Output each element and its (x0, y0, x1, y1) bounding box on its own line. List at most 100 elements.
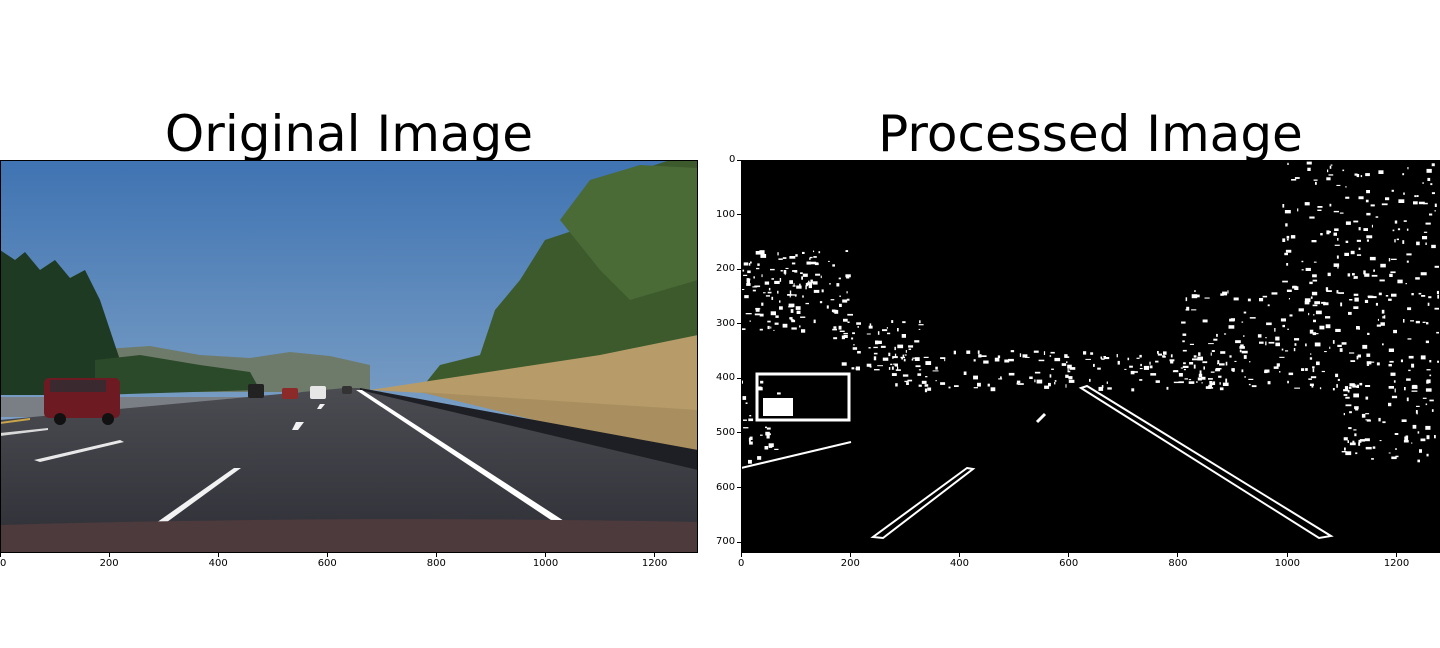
lane-dash-edge (1035, 412, 1047, 424)
edge-speck (755, 307, 760, 312)
edge-speck (1376, 324, 1381, 327)
yellow-edge-line (0, 418, 30, 424)
edge-speck (1054, 380, 1057, 382)
edge-speck (1219, 387, 1224, 391)
edge-speck (1243, 355, 1247, 359)
edge-speck (813, 250, 815, 253)
edge-speck (1259, 298, 1264, 302)
edge-speckle (741, 161, 1440, 464)
edge-speck (1281, 348, 1284, 351)
edge-speck (906, 382, 909, 385)
edge-speck (1394, 220, 1398, 224)
edge-speck (1310, 376, 1317, 379)
edge-speck (791, 262, 796, 265)
edge-speck (1241, 369, 1244, 373)
edge-speck (1383, 315, 1386, 319)
original-road-image (0, 160, 698, 553)
edge-speck (1419, 449, 1422, 453)
edge-speck (1183, 362, 1186, 365)
edge-speck (774, 448, 779, 450)
edge-speck (1181, 321, 1186, 324)
right-x-tick-label: 600 (1059, 558, 1079, 569)
edge-speck (1407, 338, 1412, 340)
edge-speck (1362, 344, 1368, 349)
edge-speck (1233, 297, 1239, 301)
edge-speck (877, 331, 880, 335)
edge-speck (767, 291, 772, 294)
edge-speck (904, 380, 909, 383)
edge-speck (1280, 318, 1286, 322)
edge-speck (1291, 179, 1297, 181)
edge-speck (1324, 351, 1327, 353)
edge-speck (1317, 209, 1322, 211)
edge-speck (902, 354, 905, 358)
edge-speck (1308, 378, 1312, 380)
edge-speck (1311, 291, 1318, 296)
edge-speck (1345, 186, 1347, 188)
edge-speck (1288, 298, 1290, 300)
edge-speck (843, 318, 848, 322)
edge-speck (852, 332, 855, 335)
edge-speck (1364, 438, 1370, 442)
edge-speck (1305, 343, 1307, 347)
edge-speck (748, 418, 754, 422)
edge-speck (1397, 228, 1401, 231)
edge-speck (1029, 376, 1033, 379)
edge-speck (1310, 353, 1312, 355)
edge-speck (1327, 169, 1329, 173)
edge-speck (802, 273, 808, 277)
edge-speck (1136, 357, 1140, 359)
edge-speck (814, 262, 819, 266)
edge-speck (1353, 393, 1359, 398)
edge-speck (809, 256, 813, 259)
edge-speck (1393, 380, 1396, 383)
edge-speck (1403, 220, 1407, 222)
right-lane-edge (1078, 384, 1334, 540)
left-x-tick-label: 1200 (641, 558, 668, 569)
edge-speck (891, 373, 897, 376)
edge-speck (795, 254, 798, 257)
edge-speck (1199, 370, 1202, 375)
edge-speck (842, 299, 848, 303)
edge-speck (1166, 386, 1169, 390)
edge-speck (857, 326, 859, 328)
edge-speck (1301, 368, 1305, 371)
edge-speck (1133, 371, 1138, 373)
edge-speck (1319, 325, 1325, 330)
edge-speck (789, 317, 793, 320)
edge-speck (1098, 386, 1104, 391)
edge-speck (1215, 368, 1222, 370)
edge-speck (990, 387, 996, 392)
edge-speck (1417, 431, 1420, 434)
right-x-tick-mark (1395, 553, 1397, 557)
edge-speck (1436, 331, 1440, 334)
edge-speck (748, 262, 751, 266)
edge-speck (908, 345, 914, 348)
edge-speck (978, 354, 982, 358)
edge-speck (932, 370, 939, 372)
edge-speck (801, 276, 803, 280)
edge-speck (779, 306, 783, 310)
edge-speck (1305, 368, 1308, 371)
edge-speck (1401, 419, 1407, 422)
right-y-tick-label: 700 (716, 536, 736, 548)
edge-speck (1034, 379, 1036, 383)
edge-speck (918, 324, 924, 326)
edge-speck (1426, 369, 1431, 371)
edge-speck (1065, 384, 1067, 388)
edge-speck (873, 356, 877, 361)
edge-speck (1349, 352, 1355, 354)
edge-speck (1196, 381, 1198, 383)
edge-speck (1358, 227, 1361, 231)
edge-speck (1130, 370, 1135, 375)
edge-speck (769, 433, 771, 436)
edge-speck (791, 327, 797, 330)
edge-speck (766, 435, 770, 439)
edge-speck (787, 294, 792, 296)
left-x-tick-label: 600 (317, 558, 337, 569)
edge-speck (912, 357, 915, 359)
edge-speck (1348, 386, 1352, 389)
edge-speck (808, 284, 812, 289)
edge-speck (815, 273, 821, 276)
edge-speck (791, 294, 797, 296)
